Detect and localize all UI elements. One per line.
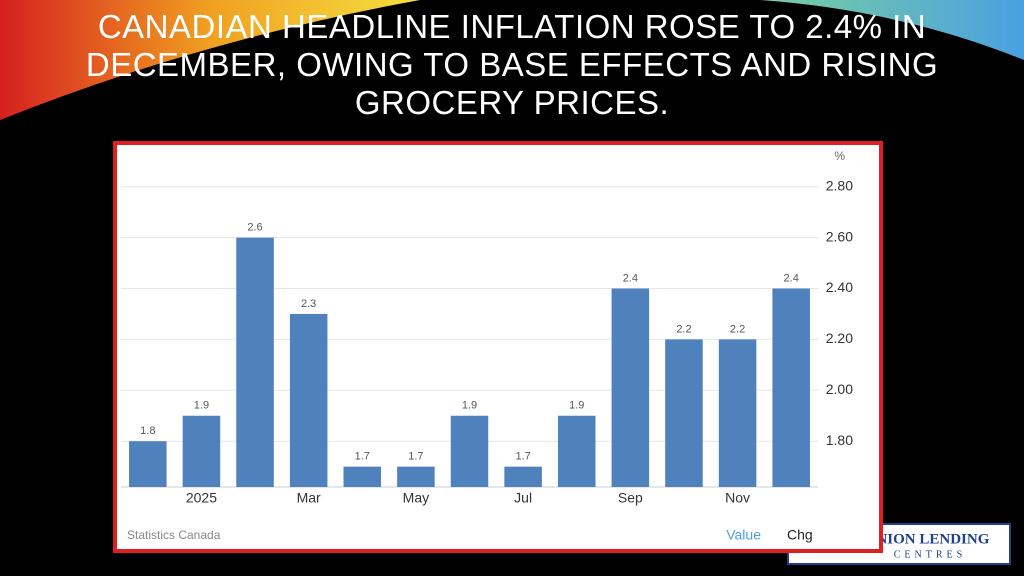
swoosh-right [760,0,1024,60]
x-tick-label: Mar [297,490,321,506]
value-label: 2.6 [247,222,262,234]
y-tick-label: 2.00 [826,381,853,397]
x-tick-label: May [403,490,429,506]
bar [557,415,596,487]
x-tick-label: Sep [618,490,643,506]
y-tick-label: 2.40 [826,279,853,295]
y-tick-label: 2.60 [826,228,853,244]
tab-value[interactable]: Value [726,527,761,543]
value-label: 1.7 [408,451,423,463]
chart-frame [113,141,883,553]
source-label: Statistics Canada [127,528,221,542]
y-tick-label: 2.20 [826,330,853,346]
slide-title: CANADIAN HEADLINE INFLATION ROSE TO 2.4%… [85,8,939,121]
x-tick-label: Jul [514,490,532,506]
bar [772,288,810,487]
value-label: 1.9 [569,400,584,412]
value-label: 2.4 [623,272,638,284]
bar [504,466,542,487]
value-label: 2.2 [730,323,745,335]
bar [665,339,703,487]
value-label: 1.8 [140,425,155,437]
bar [289,313,328,487]
y-tick-label: 1.80 [826,432,853,448]
tab-chg[interactable]: Chg [787,527,813,543]
value-label: 2.2 [676,323,691,335]
bar [397,466,435,487]
bar [129,441,167,487]
value-label: 1.9 [462,400,477,412]
bar [236,237,274,487]
bar [718,339,757,487]
logo-text: INION LENDING [871,531,990,547]
bar [611,288,650,487]
bar [343,466,382,487]
y-tick-label: 2.80 [826,177,853,193]
value-label: 1.7 [355,451,370,463]
value-label: 1.7 [515,451,530,463]
bar [450,415,489,487]
bar [182,415,221,487]
value-label: 2.4 [784,272,799,284]
value-label: 1.9 [194,400,209,412]
logo-text: CENTRES [894,549,966,560]
chart: % Statistics Canada Value Chg 1.80 2.00 2.… [113,141,883,553]
x-tick-label: Nov [725,490,750,506]
unit-label: % [834,149,845,163]
value-label: 2.3 [301,298,316,310]
x-tick-label: 2025 [186,490,217,506]
swoosh-left [0,0,420,120]
